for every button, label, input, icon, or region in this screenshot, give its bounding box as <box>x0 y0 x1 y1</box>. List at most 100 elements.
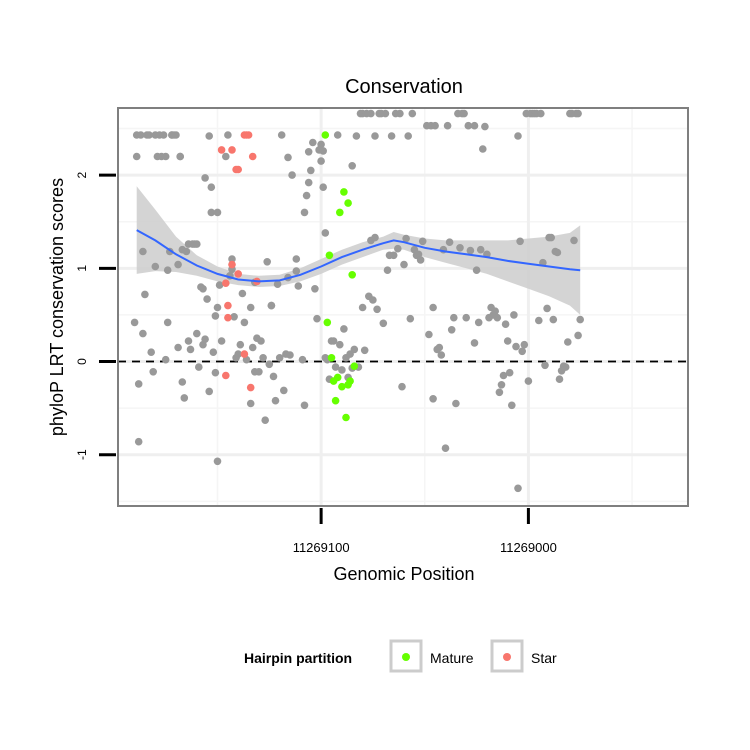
data-point <box>574 331 582 340</box>
data-points <box>130 109 584 493</box>
data-point <box>193 329 201 338</box>
data-point <box>472 266 481 275</box>
data-point-star <box>222 279 230 288</box>
data-point <box>269 372 278 381</box>
data-point <box>570 236 578 245</box>
data-point <box>176 152 184 161</box>
data-point <box>311 285 319 293</box>
data-point <box>313 314 321 323</box>
data-point <box>213 457 222 466</box>
data-point <box>224 131 232 139</box>
data-point <box>246 399 255 408</box>
data-point <box>418 237 427 246</box>
data-point-mature <box>344 199 352 207</box>
data-point <box>358 303 367 312</box>
data-point <box>248 343 257 352</box>
data-point <box>381 109 390 118</box>
data-point <box>230 313 238 321</box>
data-point <box>302 191 311 200</box>
data-point <box>450 313 458 322</box>
data-point <box>479 145 487 153</box>
data-point <box>213 208 222 217</box>
data-point <box>228 255 236 263</box>
data-point <box>137 131 145 139</box>
legend-marker-star <box>503 653 511 661</box>
chart-title: Conservation <box>345 76 463 98</box>
panel-border <box>117 107 689 507</box>
data-point-mature <box>338 382 346 391</box>
data-point <box>147 348 155 357</box>
legend-label-mature: Mature <box>430 650 474 666</box>
data-point <box>493 313 502 322</box>
data-point <box>501 320 510 329</box>
data-point <box>383 266 392 275</box>
data-point-star <box>234 270 242 278</box>
plot-panel <box>117 107 689 507</box>
data-point <box>398 382 406 391</box>
data-point <box>273 280 282 289</box>
data-point <box>199 285 207 293</box>
data-point-star <box>246 383 255 392</box>
data-point <box>331 363 340 371</box>
data-point <box>304 178 313 187</box>
data-point <box>134 380 143 388</box>
data-point-star <box>244 131 253 139</box>
smooth-line <box>136 229 581 283</box>
data-point <box>389 251 398 260</box>
legend-marker-mature <box>402 653 410 661</box>
data-point <box>234 350 242 358</box>
data-point <box>524 377 533 385</box>
data-point <box>139 329 147 338</box>
data-point <box>535 316 543 325</box>
legend-title: Hairpin partition <box>244 650 352 666</box>
data-point <box>300 208 309 217</box>
data-point <box>217 337 226 345</box>
loess-curve <box>136 229 581 283</box>
data-point <box>333 131 342 139</box>
data-point <box>435 343 444 352</box>
data-point <box>292 255 301 263</box>
data-point <box>280 386 288 395</box>
data-point <box>317 157 325 165</box>
data-point <box>319 183 328 191</box>
grid-lines <box>118 108 688 506</box>
data-point <box>134 437 143 446</box>
data-point <box>508 401 516 410</box>
data-point <box>284 153 292 162</box>
data-point <box>547 233 555 242</box>
data-point <box>338 366 346 374</box>
data-point <box>149 368 157 376</box>
y-tick-label: 0 <box>75 358 89 365</box>
data-point-star <box>217 146 226 154</box>
data-point <box>371 132 379 140</box>
data-point <box>286 351 294 359</box>
data-point <box>516 237 524 246</box>
legend-key-mature <box>389 639 423 673</box>
legend-item-mature: Mature <box>389 639 474 673</box>
data-point <box>400 260 408 269</box>
data-point <box>207 183 216 191</box>
data-point <box>213 303 222 312</box>
data-point <box>211 368 220 377</box>
data-point-mature <box>325 251 334 260</box>
data-point <box>429 395 437 403</box>
data-point <box>350 345 359 354</box>
data-point <box>255 368 263 376</box>
data-point <box>211 312 220 320</box>
data-point <box>543 304 551 313</box>
data-point-star <box>228 146 236 154</box>
data-point <box>367 109 375 118</box>
y-axis-label: phyloP LRT conservation scores <box>47 178 67 436</box>
data-point <box>292 267 301 275</box>
data-point <box>340 325 348 333</box>
data-point <box>267 301 276 310</box>
data-point <box>491 307 500 316</box>
data-point <box>520 340 529 349</box>
data-point <box>464 121 473 130</box>
x-axis: 11269100 11269000 <box>293 508 557 555</box>
legend-label-star: Star <box>531 650 557 666</box>
data-point <box>503 337 512 345</box>
data-point <box>394 244 402 253</box>
data-point <box>443 121 452 130</box>
x-tick-label: 11269000 <box>500 540 557 555</box>
